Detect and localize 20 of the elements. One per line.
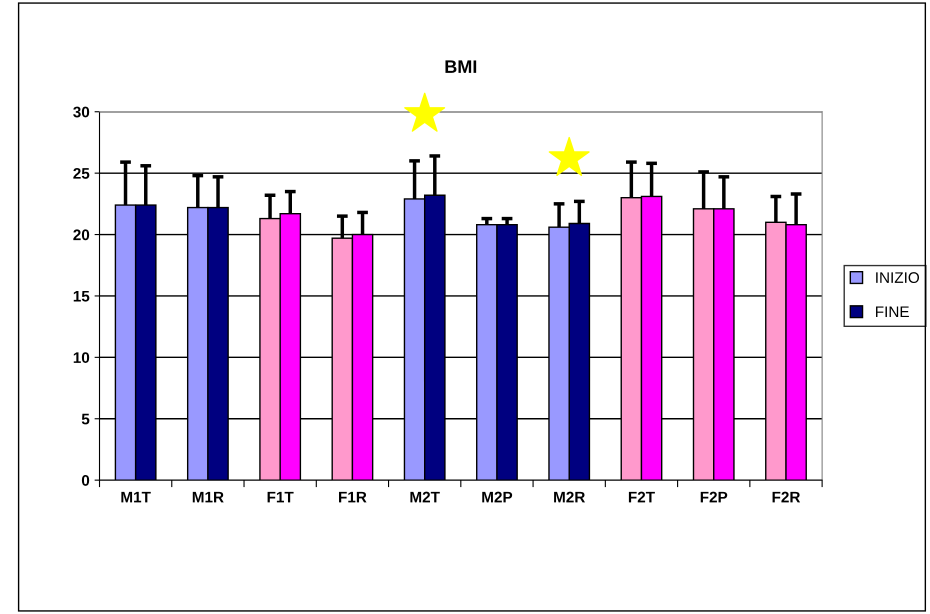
- x-tick-label: F1R: [339, 492, 367, 502]
- y-tick-label: 20: [73, 229, 90, 240]
- y-tick-label: 25: [73, 168, 90, 179]
- y-tick-label: 5: [82, 414, 90, 424]
- x-tick-label: F1T: [268, 492, 294, 502]
- y-tick-label: 15: [74, 290, 90, 302]
- x-tick-label: M1T: [121, 492, 151, 502]
- chart-title: BMI: [445, 60, 476, 73]
- x-tick-label: F2T: [628, 492, 655, 502]
- y-tick-label: 10: [74, 352, 90, 364]
- x-tick-label: M2P: [482, 492, 512, 502]
- legend-label: INIZIO: [876, 272, 920, 283]
- x-tick-label: M2R: [554, 492, 586, 502]
- y-tick-label: 30: [73, 106, 90, 118]
- y-tick-label: 0: [82, 475, 90, 486]
- x-tick-label: F2P: [700, 492, 728, 502]
- x-tick-label: F2R: [772, 492, 800, 502]
- legend-label: FINE: [876, 306, 909, 318]
- x-tick-label: M2T: [410, 492, 440, 502]
- x-tick-label: M1R: [192, 492, 224, 502]
